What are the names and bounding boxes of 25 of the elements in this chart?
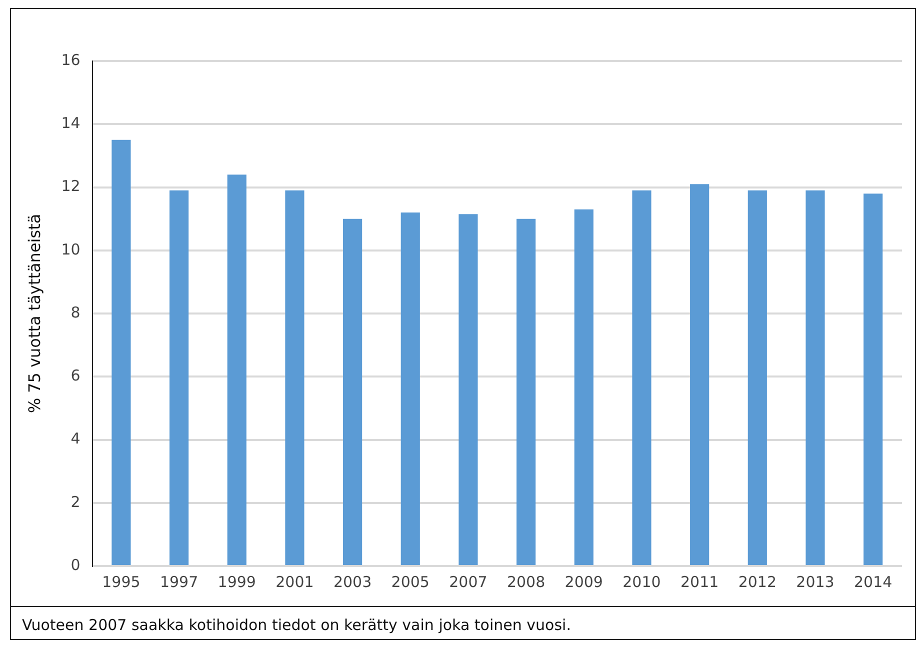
- x-tick-label: 2005: [391, 572, 430, 591]
- x-tick-label: 2007: [449, 572, 488, 591]
- x-tick-label: 2008: [506, 572, 546, 591]
- y-tick-label: 10: [61, 240, 80, 258]
- y-tick-label: 6: [70, 366, 80, 385]
- y-tick-label: 16: [61, 50, 80, 69]
- x-tick-label: 2009: [564, 572, 603, 591]
- x-tick-label: 1999: [218, 572, 256, 591]
- x-tick-label: 2001: [276, 572, 314, 591]
- x-tick-label: 2011: [680, 572, 719, 591]
- y-axis-title: % 75 vuotta täyttäneistä: [24, 214, 44, 414]
- x-tick-label: 1995: [102, 572, 140, 591]
- y-tick-label: 4: [70, 430, 80, 448]
- y-tick-label: 0: [70, 556, 80, 574]
- x-tick-label: 2014: [854, 572, 892, 591]
- x-tick-label: 2012: [738, 572, 776, 591]
- text: Vuoteen 2007 saakka kotihoidon tiedot on kerätty vain joka toinen vuosi.: [22, 616, 571, 634]
- y-tick-label: 14: [61, 114, 80, 132]
- y-tick-label: 12: [61, 177, 80, 196]
- x-tick-label: 2003: [333, 572, 372, 591]
- y-tick-label: 8: [70, 303, 80, 322]
- x-tick-label: 2010: [622, 572, 661, 591]
- x-tick-label: 1997: [160, 572, 198, 591]
- y-tick-label: 2: [70, 492, 80, 511]
- x-tick-label: 2013: [796, 572, 834, 591]
